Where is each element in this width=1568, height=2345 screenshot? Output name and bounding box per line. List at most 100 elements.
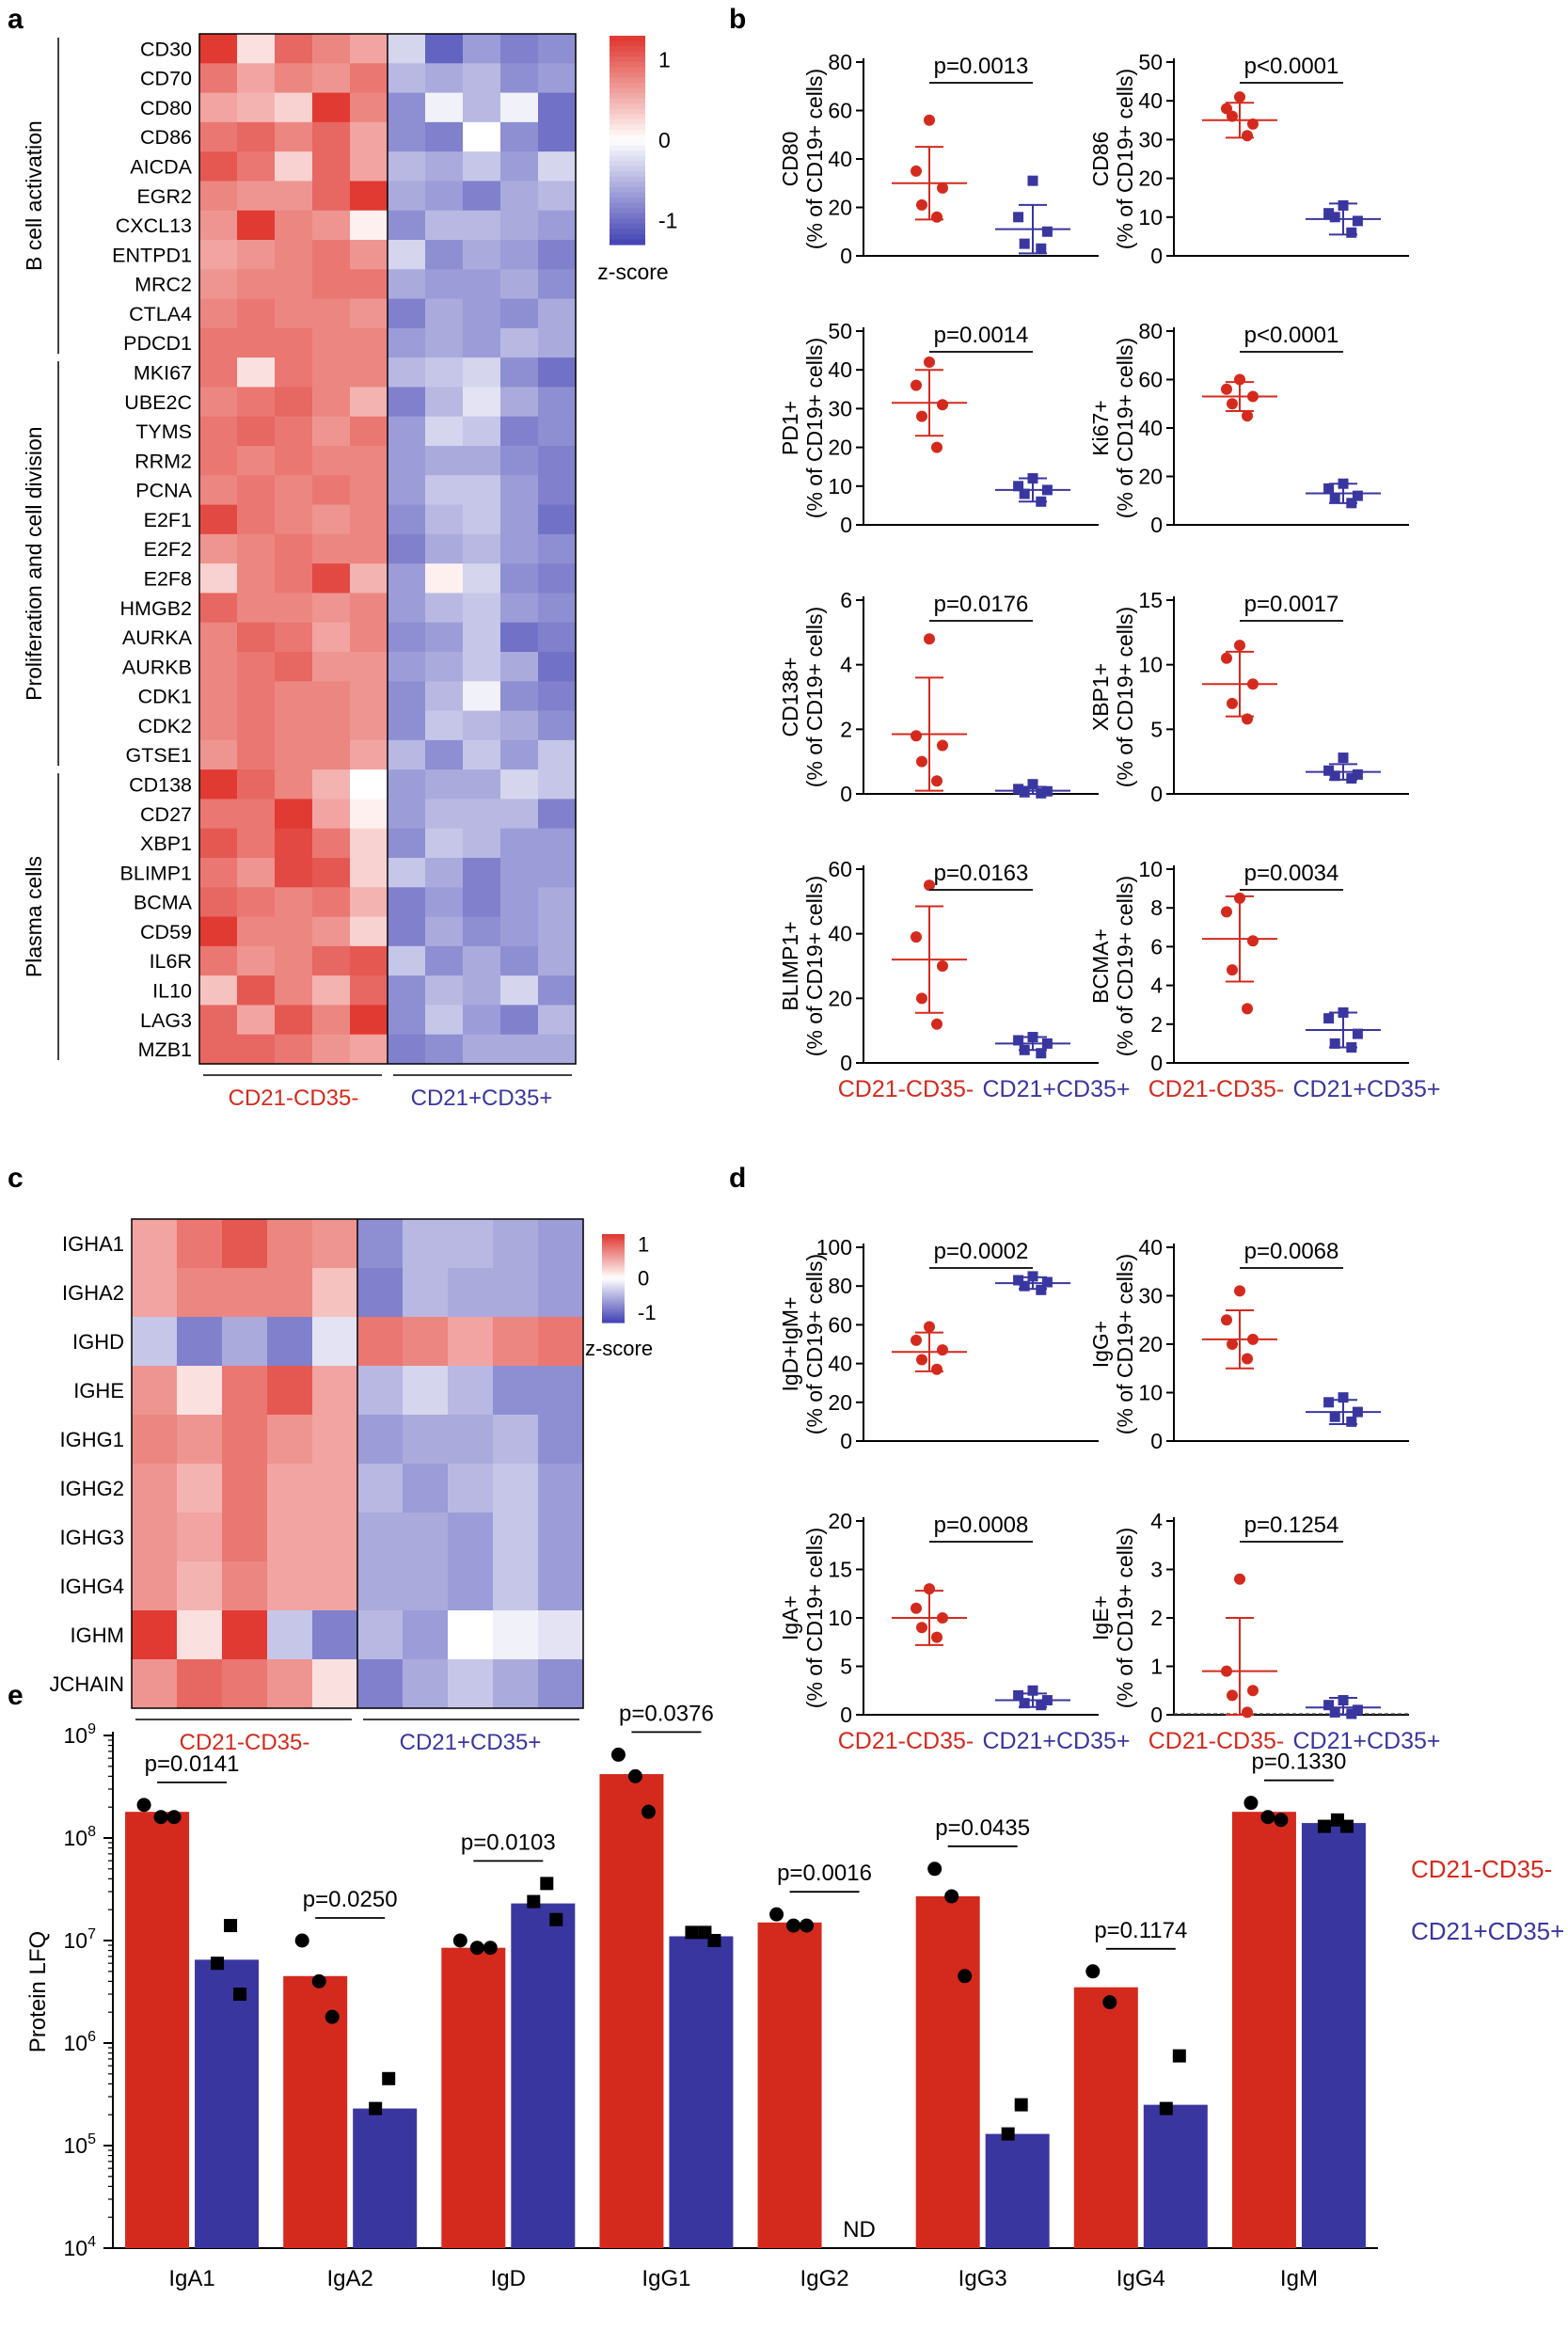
heatmap-cell bbox=[350, 63, 388, 94]
heatmap-cell bbox=[388, 121, 426, 152]
heatmap-cell bbox=[275, 945, 313, 976]
bar-red bbox=[125, 1812, 190, 2248]
dot-plot-ige: 0 1 2 3 4 IgE+ (% of CD19+ cells) p=0.1254 CD21-… bbox=[1088, 1509, 1441, 1754]
gene-label: IGHG4 bbox=[60, 1575, 124, 1598]
heatmap-cell bbox=[388, 916, 426, 947]
bar-red bbox=[1073, 1987, 1138, 2248]
heatmap-cell bbox=[463, 1034, 501, 1065]
heatmap-cell bbox=[350, 739, 388, 770]
heatmap-cell bbox=[500, 975, 539, 1006]
data-point-red-group bbox=[927, 1862, 942, 1877]
heatmap-cell bbox=[177, 1659, 223, 1709]
heatmap-cell bbox=[425, 387, 464, 418]
legend-colorbar-segment bbox=[602, 1236, 625, 1240]
heatmap-cell bbox=[500, 681, 539, 712]
heatmap-cell bbox=[538, 298, 577, 329]
group-label-red: CD21-CD35- bbox=[180, 1730, 310, 1755]
data-point-blue bbox=[1013, 1035, 1024, 1046]
gene-label: TYMS bbox=[135, 420, 192, 443]
heatmap-cell bbox=[357, 1366, 404, 1416]
heatmap-cell bbox=[500, 1005, 539, 1036]
legend-colorbar-segment bbox=[602, 1318, 625, 1322]
y-tick-label: 107 bbox=[64, 1926, 97, 1953]
heatmap-cell bbox=[538, 1268, 584, 1318]
data-point-blue-group bbox=[1339, 1819, 1354, 1833]
heatmap-cell bbox=[350, 416, 388, 447]
heatmap-cell bbox=[275, 240, 313, 270]
heatmap-cell bbox=[199, 357, 238, 388]
heatmap-cell bbox=[463, 887, 501, 918]
heatmap-cell bbox=[312, 1464, 358, 1513]
data-point-red-group bbox=[452, 1933, 467, 1948]
heatmap-cell bbox=[463, 34, 501, 64]
heatmap-cell bbox=[425, 916, 464, 947]
data-point-blue-group bbox=[707, 1934, 721, 1947]
heatmap-cell bbox=[350, 769, 388, 800]
heatmap-cell bbox=[350, 327, 388, 358]
data-point-red bbox=[924, 356, 935, 368]
data-point-blue bbox=[1338, 1392, 1349, 1403]
y-axis-label-unit: (% of CD19+ cells) bbox=[802, 1528, 827, 1708]
x-tick-label: IgG2 bbox=[800, 2266, 849, 2291]
heatmap-cell bbox=[275, 593, 313, 624]
heatmap-cell bbox=[448, 1317, 494, 1367]
heatmap-cell bbox=[425, 210, 464, 241]
heatmap-cell bbox=[388, 563, 426, 594]
heatmap-cell bbox=[388, 210, 426, 241]
gene-label: AICDA bbox=[130, 156, 192, 179]
heatmap-cell bbox=[132, 1610, 178, 1660]
data-point-red bbox=[1227, 110, 1238, 122]
heatmap-cell bbox=[425, 710, 464, 741]
heatmap-cell bbox=[177, 1366, 223, 1416]
heatmap-cell bbox=[493, 1219, 539, 1269]
data-point-red bbox=[931, 211, 942, 223]
heatmap-cell bbox=[448, 1659, 494, 1709]
legend-colorbar-segment bbox=[602, 1308, 625, 1312]
gene-label: IGHM bbox=[71, 1624, 124, 1647]
legend-colorbar-segment bbox=[602, 1311, 625, 1315]
data-point-blue bbox=[1323, 1397, 1335, 1408]
heatmap-cell bbox=[177, 1610, 223, 1660]
heatmap-cell bbox=[463, 681, 501, 712]
heatmap-cell bbox=[493, 1268, 539, 1318]
heatmap-cell bbox=[448, 1219, 494, 1269]
gene-label: AURKB bbox=[122, 656, 192, 678]
data-point-blue-group bbox=[369, 2101, 383, 2115]
heatmap-cell bbox=[425, 151, 464, 182]
heatmap-cell bbox=[312, 92, 351, 123]
data-point-blue bbox=[1329, 1706, 1340, 1718]
legend-colorbar-segment bbox=[610, 82, 645, 89]
heatmap-cell bbox=[425, 563, 464, 594]
legend-colorbar-segment bbox=[610, 40, 645, 47]
data-point-blue bbox=[1323, 483, 1335, 494]
legend-colorbar-segment bbox=[610, 208, 645, 214]
heatmap-cell bbox=[177, 1464, 223, 1513]
heatmap-cell bbox=[425, 652, 464, 682]
data-point-blue-group bbox=[527, 1894, 541, 1909]
gene-label: IGHA2 bbox=[62, 1281, 124, 1305]
heatmap-cell bbox=[237, 240, 276, 270]
heatmap-cell bbox=[538, 240, 577, 270]
heatmap-cell bbox=[388, 446, 426, 476]
heatmap-cell bbox=[312, 210, 351, 241]
y-tick-label: 40 bbox=[828, 147, 852, 171]
data-point-red-group bbox=[1085, 1964, 1101, 1979]
legend-colorbar-segment bbox=[602, 1251, 625, 1255]
heatmap-cell bbox=[275, 652, 313, 682]
heatmap-cell bbox=[463, 916, 501, 947]
heatmap-cell bbox=[500, 357, 539, 388]
data-point-red bbox=[1221, 906, 1232, 918]
legend-colorbar-segment bbox=[602, 1254, 625, 1258]
heatmap-cell bbox=[312, 1415, 358, 1465]
heatmap-cell bbox=[222, 1366, 268, 1416]
heatmap-cell bbox=[388, 181, 426, 212]
heatmap-cell bbox=[403, 1610, 449, 1660]
heatmap-cell bbox=[500, 652, 539, 682]
heatmap-cell bbox=[275, 1034, 313, 1065]
panel-label-a: a bbox=[8, 4, 24, 35]
heatmap-cell bbox=[350, 181, 388, 212]
data-point-blue bbox=[1019, 238, 1030, 249]
heatmap-cell bbox=[388, 975, 426, 1006]
heatmap-cell bbox=[222, 1219, 268, 1269]
heatmap-cell bbox=[275, 34, 313, 64]
